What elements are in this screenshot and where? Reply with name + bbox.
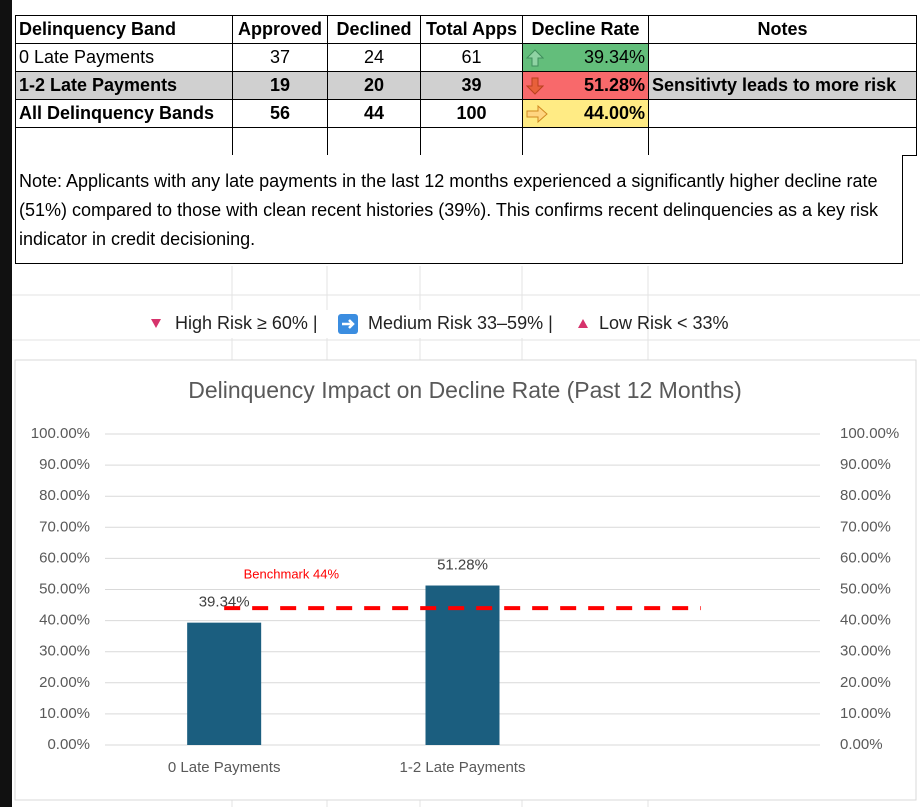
arrow-right: [526, 105, 548, 123]
arrow-down: [526, 77, 544, 95]
header-cell: Notes: [648, 15, 917, 44]
bar: [425, 585, 500, 745]
y2-tick-label: 60.00%: [840, 549, 891, 566]
y2-tick-label: 70.00%: [840, 518, 891, 535]
note: Note: Applicants with any late payments …: [15, 155, 903, 264]
y2-tick-label: 20.00%: [840, 674, 891, 691]
y-tick-label: 0.00%: [47, 736, 90, 753]
cell: All Delinquency Bands: [15, 99, 233, 128]
rate-cell: 44.00%: [522, 99, 649, 128]
cell: [420, 127, 523, 156]
y-tick-label: 30.00%: [39, 643, 90, 660]
cell: 39: [420, 71, 523, 100]
y-tick-label: 50.00%: [39, 580, 90, 597]
legend-item: Medium Risk 33–59% |: [368, 313, 553, 333]
data-label: 51.28%: [437, 556, 488, 573]
cell-text: 44.00%: [583, 103, 645, 123]
cell: [232, 127, 328, 156]
cell: 24: [327, 43, 421, 72]
y-tick-label: 90.00%: [39, 456, 90, 473]
y2-tick-label: 0.00%: [840, 736, 883, 753]
chart-title: Delinquency Impact on Decline Rate (Past…: [188, 377, 742, 403]
y-tick-label: 40.00%: [39, 612, 90, 629]
cell: Sensitivty leads to more risk: [648, 71, 917, 100]
header-cell: Decline Rate: [522, 15, 649, 44]
legend-item: High Risk ≥ 60% |: [175, 313, 318, 333]
cell: 56: [232, 99, 328, 128]
header-cell: Total Apps: [420, 15, 523, 44]
y2-tick-label: 80.00%: [840, 487, 891, 504]
y-tick-label: 10.00%: [39, 705, 90, 722]
x-tick-label: 0 Late Payments: [168, 759, 281, 776]
row-header-strip: [0, 0, 12, 807]
header-cell: Approved: [232, 15, 328, 44]
legend-item: Low Risk < 33%: [599, 313, 729, 333]
cell: 0 Late Payments: [15, 43, 233, 72]
legend-icon: [151, 319, 161, 328]
cell: [648, 43, 917, 72]
y-tick-label: 60.00%: [39, 549, 90, 566]
header-cell: Delinquency Band: [15, 15, 233, 44]
rate-cell: 51.28%: [522, 71, 649, 100]
y2-tick-label: 30.00%: [840, 643, 891, 660]
data-label: 39.34%: [199, 594, 250, 611]
cell: 1-2 Late Payments: [15, 71, 233, 100]
cell: [15, 127, 233, 156]
y-tick-label: 80.00%: [39, 487, 90, 504]
y2-tick-label: 90.00%: [840, 456, 891, 473]
rate-cell: 39.34%: [522, 43, 649, 72]
y-tick-label: 20.00%: [39, 674, 90, 691]
cell: 37: [232, 43, 328, 72]
x-tick-label: 1-2 Late Payments: [400, 759, 526, 776]
benchmark-label: Benchmark 44%: [244, 566, 340, 581]
cell: 61: [420, 43, 523, 72]
cell-text: 39.34%: [583, 47, 645, 67]
cell: [648, 127, 917, 156]
arrow-up: [526, 49, 544, 67]
y2-tick-label: 100.00%: [840, 425, 899, 442]
bar: [187, 622, 262, 745]
y2-tick-label: 40.00%: [840, 612, 891, 629]
cell: [648, 99, 917, 128]
y-tick-label: 100.00%: [31, 425, 90, 442]
legend-icon: [578, 319, 588, 328]
header-cell: Declined: [327, 15, 421, 44]
cell: [522, 127, 649, 156]
cell: 44: [327, 99, 421, 128]
data-table: Delinquency Band Approved Declined Total…: [15, 15, 917, 156]
cell: 20: [327, 71, 421, 100]
y-tick-label: 70.00%: [39, 518, 90, 535]
cell: [327, 127, 421, 156]
y2-tick-label: 50.00%: [840, 580, 891, 597]
cell-text: 51.28%: [583, 75, 645, 95]
cell: 19: [232, 71, 328, 100]
cell: 100: [420, 99, 523, 128]
y2-tick-label: 10.00%: [840, 705, 891, 722]
